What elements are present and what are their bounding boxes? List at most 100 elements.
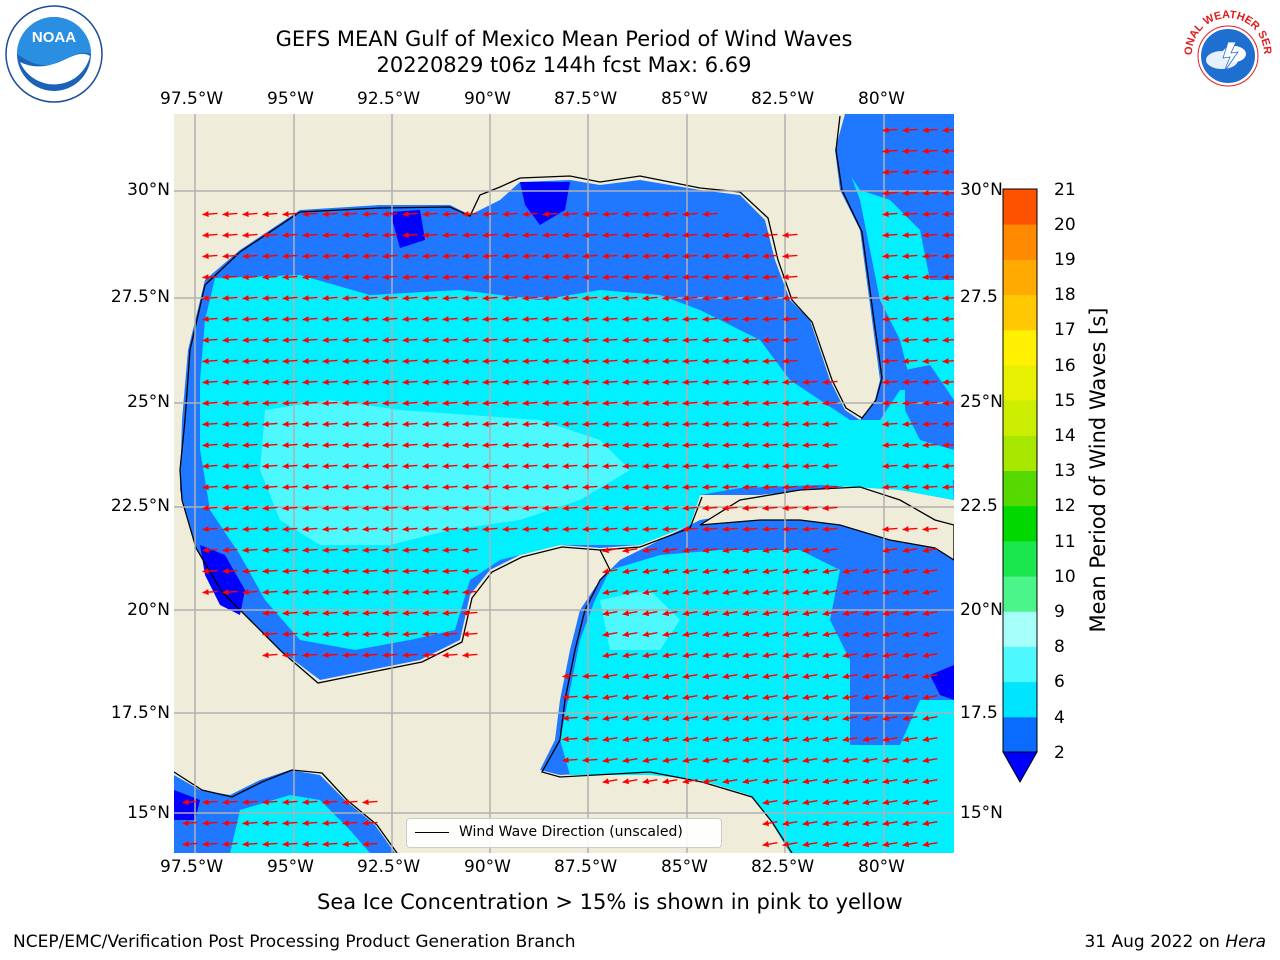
wind-wave-arrowhead [922, 568, 930, 575]
noaa-logo: NOAA [5, 5, 103, 103]
wind-wave-arrowhead [562, 505, 569, 512]
wind-wave-arrowhead [682, 673, 690, 680]
wind-wave-arrowhead [782, 400, 789, 407]
wind-wave-arrowhead [222, 526, 229, 533]
wind-wave-arrowhead [702, 547, 710, 554]
wind-wave-arrowhead [322, 589, 329, 596]
wind-wave-arrowhead [682, 295, 689, 302]
wind-wave-arrowhead [762, 799, 770, 806]
wind-wave-arrowhead [882, 316, 889, 323]
wind-wave-arrowhead [682, 232, 689, 239]
colorbar-segment [1003, 611, 1037, 647]
wind-wave-arrowhead [362, 505, 369, 512]
wind-wave-arrowhead [542, 295, 549, 302]
wind-wave-arrowhead [662, 589, 670, 596]
lon-tick-top: 92.5°W [357, 89, 421, 109]
wind-wave-arrowhead [322, 316, 329, 323]
colorbar-segment [1003, 329, 1037, 366]
wind-wave-arrowhead [862, 799, 870, 806]
wind-wave-arrowhead [762, 757, 770, 764]
wind-wave-arrowhead [802, 505, 809, 512]
wind-wave-arrowhead [202, 820, 209, 827]
colorbar-segment [1003, 505, 1037, 542]
wind-wave-arrowhead [702, 715, 710, 722]
wind-wave-arrowhead [242, 526, 249, 533]
wind-wave-arrowhead [902, 400, 909, 407]
wind-wave-arrowhead [702, 589, 710, 596]
wind-wave-arrowhead [662, 232, 669, 239]
date-stamp: 31 Aug 2022 on Hera [1084, 932, 1266, 952]
wind-wave-arrowhead [382, 232, 389, 239]
wind-wave-arrowhead [902, 295, 909, 302]
atlantic-water-blue [905, 365, 954, 450]
wind-wave-arrowhead [782, 841, 790, 848]
wind-wave-arrowhead [502, 526, 509, 533]
wind-wave-arrowhead [582, 526, 589, 533]
wind-wave-arrowhead [542, 484, 549, 491]
wind-wave-arrowhead [682, 694, 690, 701]
wind-wave-arrowhead [762, 379, 769, 386]
wind-wave-arrowhead [942, 169, 949, 176]
wind-wave-arrowhead [822, 526, 829, 533]
lon-tick-bottom: 85°W [661, 857, 708, 877]
wind-wave-arrowhead [302, 400, 309, 407]
wind-wave-arrowhead [742, 547, 750, 554]
wind-wave-arrowhead [622, 253, 629, 260]
wind-wave-arrowhead [662, 568, 670, 575]
wind-wave-arrowhead [402, 337, 409, 344]
wind-wave-arrowhead [782, 232, 789, 239]
wind-wave-arrowhead [582, 358, 589, 365]
wind-wave-arrowhead [282, 484, 289, 491]
wind-wave-arrowhead [922, 526, 929, 533]
colorbar-under-triangle [1002, 751, 1038, 784]
wind-wave-arrowhead [562, 211, 569, 218]
wind-wave-arrowhead [422, 421, 429, 428]
wind-wave-arrowhead [662, 274, 669, 281]
colorbar [1002, 188, 1038, 784]
wind-wave-arrowhead [302, 568, 309, 575]
wind-wave-arrowhead [302, 295, 309, 302]
wind-wave-arrowhead [242, 316, 249, 323]
wind-wave-arrowhead [742, 778, 750, 785]
wind-wave-arrowhead [582, 484, 589, 491]
wind-wave-arrowhead [922, 316, 929, 323]
wind-wave-arrowhead [202, 841, 209, 848]
wind-wave-arrowhead [302, 505, 309, 512]
wind-wave-arrowhead [702, 610, 710, 617]
wind-wave-arrowhead [662, 295, 669, 302]
wind-wave-arrowhead [742, 274, 749, 281]
wind-wave-arrowhead [262, 400, 269, 407]
wind-wave-arrowhead [662, 505, 669, 512]
wind-wave-arrowhead [222, 232, 229, 239]
wind-wave-arrowhead [642, 694, 650, 701]
wind-wave-arrowhead [642, 295, 649, 302]
wind-wave-arrowhead [682, 547, 690, 554]
wind-wave-arrowhead [342, 841, 349, 848]
wind-wave-arrowhead [382, 589, 389, 596]
wind-wave-arrowhead [822, 421, 829, 428]
wind-wave-arrowhead [262, 295, 269, 302]
wind-wave-arrowhead [502, 274, 509, 281]
wind-wave-arrowhead [902, 337, 909, 344]
wind-wave-arrowhead [782, 358, 789, 365]
wind-wave-arrowhead [222, 505, 229, 512]
wind-wave-arrowhead [282, 274, 289, 281]
wind-wave-arrowhead [322, 631, 329, 638]
wind-wave-arrowhead [542, 526, 549, 533]
lat-tick-right: 30°N [960, 180, 1003, 200]
wind-wave-arrowhead [582, 463, 589, 470]
wind-wave-arrowhead [922, 715, 930, 722]
cuba-island [699, 486, 954, 561]
wind-wave-arrowhead [362, 610, 369, 617]
wind-wave-arrowhead [342, 799, 349, 806]
wind-wave-arrowhead [922, 442, 929, 449]
wind-wave-arrowhead [822, 568, 830, 575]
wind-wave-arrowhead [602, 526, 609, 533]
wind-wave-arrowhead [462, 295, 469, 302]
lat-tick-right: 25°N [960, 392, 1003, 412]
wind-wave-arrowhead [302, 274, 309, 281]
wind-wave-arrowhead [822, 694, 830, 701]
wind-wave-arrowhead [902, 232, 909, 239]
wind-wave-arrowhead [322, 568, 329, 575]
wind-wave-arrowhead [362, 442, 369, 449]
